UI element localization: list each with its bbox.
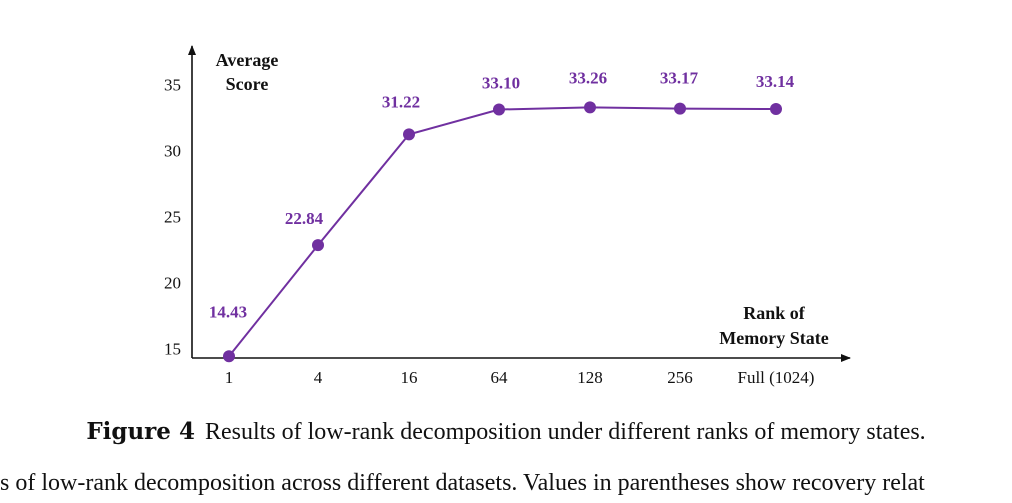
x-tick-label: 64 (491, 368, 509, 387)
data-label: 33.10 (482, 74, 520, 93)
x-tick-label: 4 (314, 368, 323, 387)
data-labels: 14.43 22.84 31.22 33.10 33.26 33.17 33.14 (209, 68, 795, 321)
x-tick-label: 1 (225, 368, 234, 387)
data-label: 33.17 (660, 69, 699, 88)
y-tick-label: 35 (164, 75, 181, 94)
data-point (223, 350, 235, 363)
y-axis-title-line-1: Average (216, 50, 279, 70)
data-point (312, 239, 324, 252)
data-label: 33.14 (756, 72, 795, 91)
y-tick-label: 15 (164, 340, 181, 359)
y-tick-labels: 15 20 25 30 35 (164, 75, 181, 358)
y-tick-label: 25 (164, 208, 181, 227)
caption-text: Results of low-rank decomposition under … (204, 419, 926, 445)
x-tick-label: 16 (401, 368, 418, 387)
data-point (493, 103, 505, 116)
line-chart: Average Score Rank of Memory State 15 20 2… (164, 45, 851, 387)
data-point (403, 128, 415, 141)
data-label: 22.84 (285, 209, 324, 228)
y-axis-title-line-2: Score (226, 74, 269, 94)
x-tick-label: 256 (667, 368, 693, 387)
x-tick-label: 128 (577, 368, 603, 387)
truncated-body-text: s of low-rank decomposition across diffe… (0, 470, 925, 496)
data-point (584, 101, 596, 114)
data-point (674, 102, 686, 115)
y-tick-label: 20 (164, 274, 181, 293)
x-tick-labels: 1 4 16 64 128 256 Full (1024) (225, 368, 815, 387)
data-label: 33.26 (569, 68, 607, 87)
x-axis-title-line-2: Memory State (719, 328, 828, 348)
figure-number: Figure 4 (86, 418, 195, 445)
data-label: 14.43 (209, 302, 247, 321)
data-points (223, 101, 782, 363)
data-label: 31.22 (382, 92, 420, 111)
series-line (228, 106, 777, 357)
figure-caption: Figure 4 Results of low-rank decompositio… (0, 418, 1012, 446)
x-axis-title-line-1: Rank of (743, 303, 806, 323)
data-point (770, 103, 782, 116)
x-tick-label: Full (1024) (738, 368, 815, 387)
y-tick-label: 30 (164, 142, 181, 161)
